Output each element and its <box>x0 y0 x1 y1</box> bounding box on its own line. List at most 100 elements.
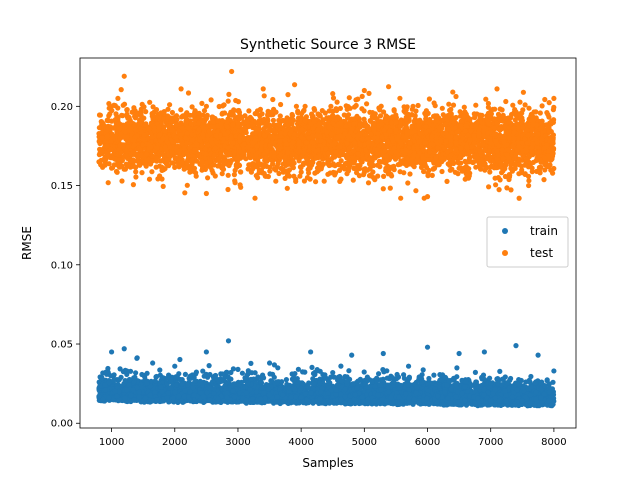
point-test <box>335 134 341 140</box>
point-test <box>108 146 114 152</box>
point-test <box>167 102 173 108</box>
point-test <box>131 105 137 111</box>
point-test <box>415 102 421 109</box>
point-test <box>530 114 536 120</box>
point-test <box>389 173 395 179</box>
point-test <box>130 182 136 188</box>
point-test <box>447 167 453 173</box>
point-test <box>150 113 157 119</box>
point-test <box>117 142 123 148</box>
point-test <box>483 96 489 102</box>
point-test <box>520 89 527 95</box>
point-test <box>267 164 273 170</box>
point-test <box>378 103 384 109</box>
point-test <box>286 159 292 165</box>
point-test <box>261 93 267 99</box>
point-test <box>382 148 388 154</box>
point-test <box>184 130 190 136</box>
point-test <box>319 108 325 114</box>
point-test <box>273 167 279 173</box>
point-test <box>471 111 477 117</box>
point-test <box>219 171 225 177</box>
point-test <box>461 104 467 110</box>
point-test <box>183 119 190 125</box>
point-test <box>155 176 161 182</box>
point-test <box>124 148 130 154</box>
point-test <box>469 144 475 150</box>
point-test <box>546 100 552 106</box>
point-test <box>289 111 295 118</box>
point-test <box>137 117 143 123</box>
point-test <box>393 127 399 133</box>
chart-title: Synthetic Source 3 RMSE <box>240 37 416 53</box>
point-test <box>285 92 291 98</box>
point-test <box>436 125 442 131</box>
point-test <box>346 165 352 171</box>
point-test <box>151 127 158 133</box>
point-test <box>108 138 114 144</box>
point-test <box>252 195 258 201</box>
point-test <box>391 108 397 114</box>
point-test <box>371 126 377 132</box>
point-test <box>350 177 356 183</box>
point-test <box>534 168 540 174</box>
point-test <box>526 105 532 111</box>
point-test <box>254 143 260 149</box>
point-test <box>332 154 338 160</box>
point-test <box>212 173 218 179</box>
point-test <box>113 168 120 175</box>
point-test <box>337 105 343 111</box>
point-test <box>414 153 420 159</box>
point-test <box>466 166 472 172</box>
point-test <box>362 119 368 125</box>
point-test <box>265 108 271 114</box>
point-test <box>96 125 102 131</box>
point-test <box>325 158 331 164</box>
point-test <box>276 146 282 152</box>
point-test <box>357 122 363 128</box>
point-test <box>329 142 335 148</box>
point-test <box>423 108 429 114</box>
point-test <box>545 125 551 131</box>
point-test <box>330 112 336 118</box>
point-test <box>484 156 490 162</box>
point-test <box>404 104 410 110</box>
point-test <box>516 171 522 177</box>
point-test <box>520 124 526 130</box>
point-test <box>250 131 256 137</box>
point-test <box>289 153 295 159</box>
point-test <box>496 187 502 193</box>
point-test <box>176 162 182 168</box>
point-test <box>270 96 276 103</box>
point-test <box>338 149 344 156</box>
point-test <box>121 166 127 172</box>
point-test <box>546 148 552 154</box>
point-test <box>235 120 241 126</box>
point-test <box>146 126 152 132</box>
point-test <box>446 101 452 107</box>
point-test <box>192 147 198 153</box>
point-test <box>344 140 350 146</box>
point-test <box>536 149 542 155</box>
point-test <box>542 167 548 173</box>
point-test <box>221 158 227 165</box>
point-test <box>387 128 393 134</box>
point-test <box>485 100 491 107</box>
point-test <box>199 163 205 169</box>
point-test <box>119 157 125 164</box>
point-test <box>500 155 506 161</box>
point-test <box>509 143 516 149</box>
point-test <box>117 125 123 131</box>
point-test <box>374 116 380 122</box>
point-test <box>511 135 517 142</box>
point-test <box>212 145 218 151</box>
point-test <box>529 165 535 171</box>
point-test <box>512 107 518 113</box>
point-test <box>150 158 156 164</box>
point-test <box>360 172 367 178</box>
point-test <box>337 178 343 184</box>
point-test <box>506 172 512 178</box>
point-test <box>199 100 205 106</box>
point-test <box>508 187 514 193</box>
